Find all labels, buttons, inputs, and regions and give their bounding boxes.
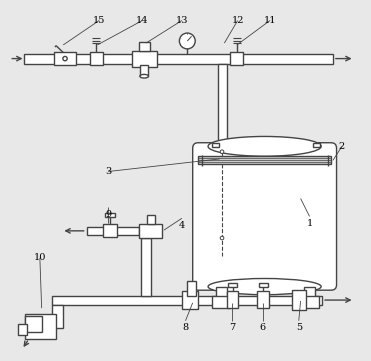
Bar (217, 64, 227, 148)
Bar (90, 52, 103, 65)
Text: 5: 5 (296, 323, 302, 332)
Bar (213, 296, 230, 308)
Bar (140, 65, 148, 76)
Bar (257, 291, 269, 308)
Bar (187, 281, 196, 296)
Text: 4: 4 (179, 221, 185, 230)
Circle shape (220, 236, 224, 240)
Bar (139, 42, 150, 51)
Text: 12: 12 (232, 16, 244, 25)
Bar (141, 238, 151, 296)
Bar (26, 314, 56, 339)
Bar (132, 51, 157, 66)
Ellipse shape (140, 74, 148, 78)
Bar (259, 283, 268, 287)
Bar (26, 317, 42, 331)
Bar (103, 225, 117, 237)
Bar (139, 224, 162, 238)
Text: 7: 7 (229, 323, 235, 332)
Bar (86, 227, 139, 235)
Bar (230, 52, 243, 65)
Bar (52, 296, 322, 305)
Ellipse shape (208, 278, 321, 295)
Text: 10: 10 (34, 253, 46, 262)
Bar (228, 283, 237, 287)
Text: 2: 2 (339, 142, 345, 151)
Text: 15: 15 (93, 16, 105, 25)
Bar (293, 292, 304, 308)
Bar (18, 324, 27, 335)
Bar (313, 143, 320, 147)
Text: 11: 11 (264, 16, 276, 25)
Bar (227, 291, 238, 308)
Bar (304, 287, 315, 305)
Bar (105, 213, 115, 217)
Ellipse shape (208, 136, 321, 156)
Bar (216, 287, 227, 305)
Text: 3: 3 (105, 167, 111, 176)
Bar (292, 290, 306, 310)
Text: 6: 6 (260, 323, 266, 332)
Text: 1: 1 (306, 219, 313, 228)
Bar (24, 53, 333, 64)
Bar (147, 215, 155, 224)
Text: 9: 9 (105, 210, 111, 219)
Text: 13: 13 (175, 16, 188, 25)
Bar (52, 305, 62, 328)
FancyBboxPatch shape (193, 143, 336, 290)
Bar (54, 52, 76, 65)
Bar (182, 291, 198, 309)
Bar (213, 143, 219, 147)
Circle shape (63, 56, 67, 61)
Text: 14: 14 (136, 16, 149, 25)
Bar (198, 156, 331, 164)
Bar (301, 296, 319, 308)
Text: 8: 8 (183, 323, 188, 332)
Circle shape (220, 150, 224, 153)
Circle shape (180, 33, 195, 49)
